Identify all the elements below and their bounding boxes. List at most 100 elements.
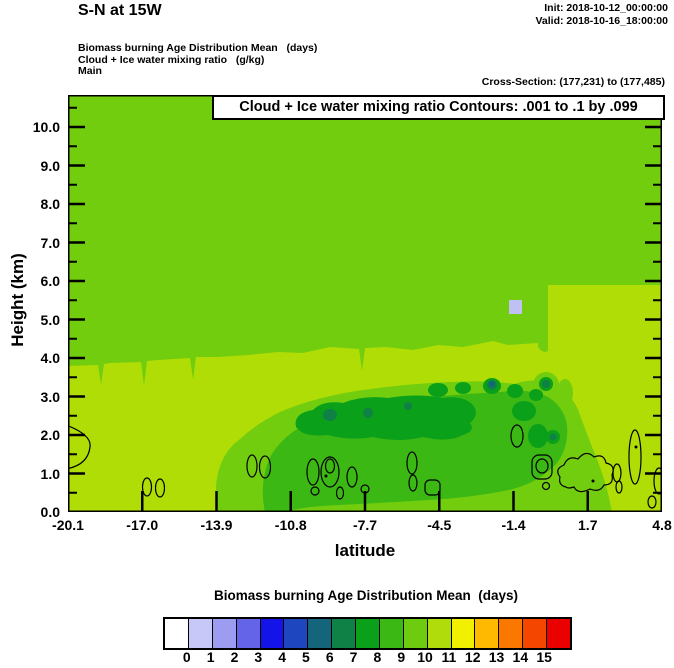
colorbar-cell: [284, 619, 309, 648]
cloud-contour: [141, 477, 153, 497]
colorbar-title: Biomass burning Age Distribution Mean (d…: [213, 588, 519, 603]
valid-time-label: Valid: 2018-10-16_18:00:00: [535, 14, 668, 27]
y-tick-label: 1.0: [40, 465, 60, 482]
cloud-contour-dot: [324, 474, 328, 478]
x-tick-label: -7.7: [352, 517, 378, 533]
colorbar-cell: [332, 619, 356, 648]
x-axis-label: latitude: [334, 541, 396, 560]
colorbar-cell: [379, 619, 404, 648]
cloud-contour: [406, 451, 418, 475]
y-tick-label: 0.0: [40, 504, 60, 520]
cloud-contour: [68, 425, 91, 470]
y-tick-label: 2.0: [40, 427, 60, 443]
cloud-contour: [246, 454, 258, 478]
cloud-contour: [615, 480, 623, 494]
colorbar-tick-label: 4: [278, 649, 287, 665]
colorbar-tick-label: 2: [230, 649, 239, 665]
field-description-line: Biomass burning Age Distribution Mean (d…: [78, 42, 318, 54]
colorbar-cell: [308, 619, 333, 648]
x-tick-label: -13.9: [200, 517, 233, 533]
y-tick-label: 9.0: [40, 157, 60, 174]
colorbar-tick-label: 12: [464, 649, 481, 665]
x-tick-label: 1.7: [578, 517, 598, 533]
fill-bead: [428, 383, 448, 397]
colorbar-cell: [356, 619, 380, 648]
y-tick-label: 6.0: [40, 273, 60, 289]
fill-core-dark-green: [295, 395, 476, 440]
contour-info-box: Cloud + Ice water mixing ratio Contours:…: [212, 95, 665, 120]
colorbar-cell: [403, 619, 428, 648]
y-tick-label: 5.0: [40, 311, 60, 328]
cloud-contour: [531, 454, 553, 480]
x-tick-label: -10.8: [274, 517, 307, 533]
cloud-contour: [510, 424, 524, 448]
cloud-contour: [310, 486, 320, 496]
cloud-contour-dot: [634, 445, 638, 449]
colorbar-tick-label: 8: [373, 649, 382, 665]
fill-spot-seagreen: [404, 402, 412, 410]
colorbar: [163, 617, 572, 650]
x-tick-label: -1.4: [501, 517, 526, 533]
colorbar-tick-label: 6: [325, 649, 334, 665]
fill-bead: [455, 382, 471, 394]
colorbar-labels: 0 1 2 3 4 5 6 7 8 9 10 11 12 13 14 15: [163, 649, 568, 665]
x-tick-label: -17.0: [126, 517, 159, 533]
y-axis-label: Height (km): [8, 253, 27, 347]
colorbar-tick-label: 5: [302, 649, 310, 665]
colorbar-cell: [260, 619, 285, 648]
fill-spot-seagreen: [363, 408, 373, 418]
cloud-contour: [535, 458, 549, 474]
field-description-line: Main: [78, 65, 102, 77]
colorbar-tick-label: 3: [254, 649, 263, 665]
colorbar-tick-label: 14: [512, 649, 529, 665]
fill-spot-seagreen: [549, 433, 557, 441]
cloud-contour: [424, 479, 441, 496]
y-tick-label: 8.0: [40, 196, 60, 212]
y-tick-label: 10.0: [32, 119, 60, 135]
colorbar-cell: [427, 619, 452, 648]
cloud-contour: [324, 458, 336, 474]
colorbar-cell: [212, 619, 237, 648]
fill-blob: [528, 424, 548, 448]
cloud-contour: [408, 474, 418, 492]
fill-anomaly-lavender-cell: [509, 300, 522, 314]
page-title: S-N at 15W: [78, 2, 162, 19]
colorbar-cell: [236, 619, 261, 648]
colorbar-tick-label: 10: [417, 649, 433, 665]
contour-plot-canvas: [68, 95, 662, 512]
fill-spot-seagreen: [323, 409, 337, 421]
colorbar-cell: [451, 619, 476, 648]
cloud-contour: [628, 429, 642, 485]
cloud-contour: [258, 455, 272, 479]
colorbar-cell: [188, 619, 213, 648]
cloud-contour: [335, 486, 345, 500]
run-time-info: Init: 2018-10-12_00:00:00 Valid: 2018-10…: [535, 2, 668, 27]
field-description-line: Cloud + Ice water mixing ratio (g/kg): [78, 53, 265, 66]
colorbar-tick-label: 1: [206, 649, 215, 665]
colorbar-cell: [499, 619, 524, 648]
y-tick-label: 4.0: [40, 350, 60, 366]
colorbar-cell: [523, 619, 547, 648]
fill-spot-seagreen: [542, 380, 550, 388]
colorbar-cell: [165, 619, 189, 648]
cloud-contour: [306, 458, 320, 486]
fill-bead: [507, 384, 523, 398]
colorbar-cell: [547, 619, 570, 648]
x-tick-label: 4.8: [652, 517, 672, 533]
fill-bead: [529, 389, 543, 401]
colorbar-tick-label: 7: [349, 649, 358, 665]
fill-blob: [512, 401, 536, 421]
x-tick-label: -20.1: [52, 517, 84, 533]
cloud-contour: [541, 481, 551, 491]
colorbar-tick-label: 15: [536, 649, 552, 665]
cross-section-label: Cross-Section: (177,231) to (177,485): [481, 76, 665, 88]
fill-spot-teal: [489, 381, 495, 387]
colorbar-tick-label: 13: [488, 649, 505, 665]
cloud-contour: [154, 478, 166, 498]
x-tick-label: -4.5: [427, 517, 452, 533]
colorbar-tick-label: 11: [441, 649, 457, 665]
field-description-block: Biomass burning Age Distribution Mean (d…: [78, 42, 318, 78]
cloud-contour-dot: [591, 479, 595, 483]
cloud-contour: [557, 452, 614, 493]
